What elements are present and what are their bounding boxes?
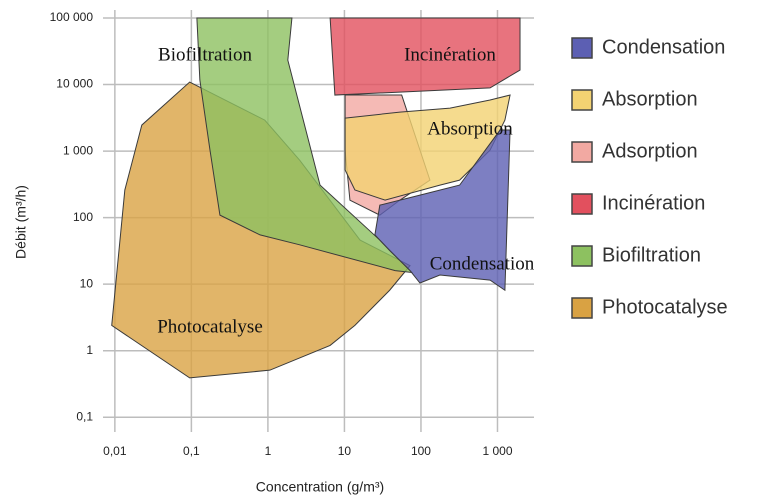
legend-swatch xyxy=(571,89,593,111)
legend-swatch xyxy=(571,297,593,319)
y-tick-label: 1 000 xyxy=(63,143,93,157)
regions xyxy=(111,17,521,379)
legend-swatch xyxy=(571,193,593,215)
legend-swatch xyxy=(571,141,593,163)
y-axis-title: Débit (m³/h) xyxy=(13,185,29,259)
y-tick-label: 1 xyxy=(86,343,93,357)
y-tick-label: 100 000 xyxy=(50,10,94,24)
x-axis-title: Concentration (g/m³) xyxy=(256,479,384,495)
region xyxy=(329,17,521,96)
annotation: Photocatalyse xyxy=(157,316,263,337)
legend-label: Absorption xyxy=(602,88,698,110)
y-tick-label: 0,1 xyxy=(76,409,93,423)
region xyxy=(196,17,414,274)
x-tick-label: 100 xyxy=(411,444,431,458)
annotation: Absorption xyxy=(427,118,513,139)
legend-label: Condensation xyxy=(602,36,725,58)
annotation: Biofiltration xyxy=(158,44,252,65)
region xyxy=(374,129,511,292)
x-tick-label: 1 xyxy=(265,444,272,458)
x-tick-label: 0,01 xyxy=(103,444,127,458)
annotation: Incinération xyxy=(404,44,496,65)
legend-label: Photocatalyse xyxy=(602,296,728,318)
y-tick-label: 100 xyxy=(73,210,93,224)
x-tick-label: 10 xyxy=(338,444,352,458)
legend-label: Incinération xyxy=(602,192,705,214)
x-tick-label: 1 000 xyxy=(482,444,512,458)
y-tick-label: 10 000 xyxy=(56,77,93,91)
legend-swatch xyxy=(571,245,593,267)
x-tick-label: 0,1 xyxy=(183,444,200,458)
legend-swatch xyxy=(571,37,593,59)
legend-label: Biofiltration xyxy=(602,244,701,266)
y-tick-label: 10 xyxy=(80,276,94,290)
legend-label: Adsorption xyxy=(602,140,698,162)
annotation: Condensation xyxy=(430,253,535,274)
